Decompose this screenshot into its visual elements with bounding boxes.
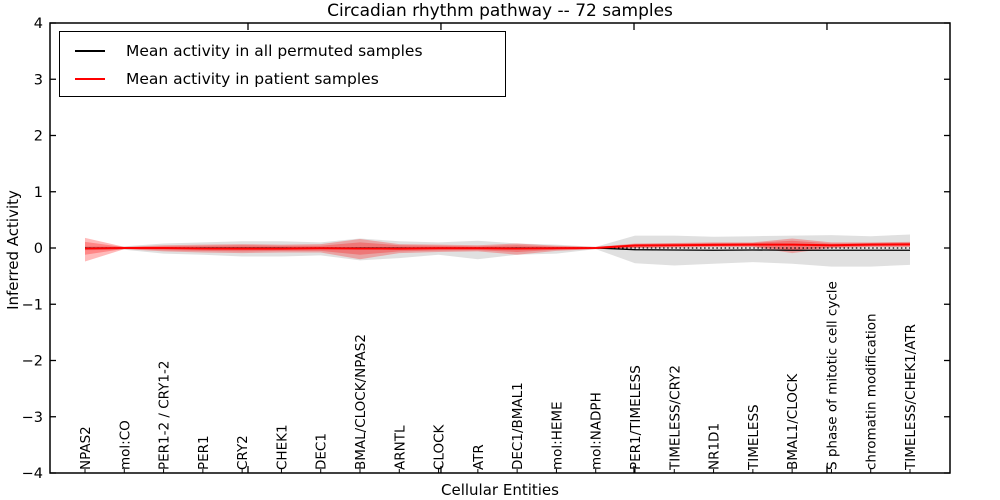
x-tick-label: mol:NADPH [589,392,605,470]
x-tick-label: PER1-2 / CRY1-2 [157,361,173,470]
x-tick-label: S phase of mitotic cell cycle [824,281,840,470]
y-tick-label: −2 [22,354,43,370]
x-tick-label: PER1/TIMELESS [628,365,644,470]
x-tick-label: NR1D1 [707,423,723,470]
x-tick-label: ARNTL [392,425,408,470]
x-tick-label: CHEK1 [274,424,290,470]
x-tick-label: chromatin modification [864,313,880,470]
y-tick-label: 3 [34,72,43,88]
x-tick-label: mol:HEME [549,401,565,470]
x-tick-label: mol:CO [117,420,133,470]
y-tick-label: −3 [22,410,43,426]
legend-box: Mean activity in all permuted samples Me… [59,31,506,97]
y-tick-label: 0 [34,241,43,257]
x-tick-label: BMAL1/CLOCK [785,373,801,470]
y-tick-label: −1 [22,297,43,313]
y-tick-label: −4 [22,466,43,482]
chart-title: Circadian rhythm pathway -- 72 samples [327,1,673,21]
x-tick-label: CRY2 [235,435,251,470]
x-tick-label: DEC1 [314,433,330,470]
legend-label: Mean activity in patient samples [126,70,379,88]
x-axis-label: Cellular Entities [441,481,559,499]
x-tick-label: TIMELESS/CHEK1/ATR [903,324,919,471]
y-tick-label: 1 [34,185,43,201]
y-tick-label: 4 [34,16,43,32]
patient-line-swatch [75,78,105,80]
patient-range-outer-band [85,237,910,262]
x-tick-label: ATR [471,444,487,470]
x-tick-label: DEC1/BMAL1 [510,382,526,470]
legend-label: Mean activity in all permuted samples [126,42,423,60]
x-tick-label: CLOCK [432,423,448,470]
x-tick-label: TIMELESS [746,404,762,471]
x-tick-label: TIMELESS/CRY2 [667,365,683,471]
x-tick-label: PER1 [196,435,212,470]
x-tick-label: BMAL/CLOCK/NPAS2 [353,334,369,470]
legend-item-patient: Mean activity in patient samples [60,65,505,93]
permuted-range-band [85,234,910,267]
y-tick-label: 2 [34,129,43,145]
series-line-1 [84,243,911,250]
permuted-line-swatch [75,50,105,52]
y-axis-label: Inferred Activity [4,190,22,310]
x-tick-label: NPAS2 [78,426,94,470]
legend-item-permuted: Mean activity in all permuted samples [60,37,505,65]
